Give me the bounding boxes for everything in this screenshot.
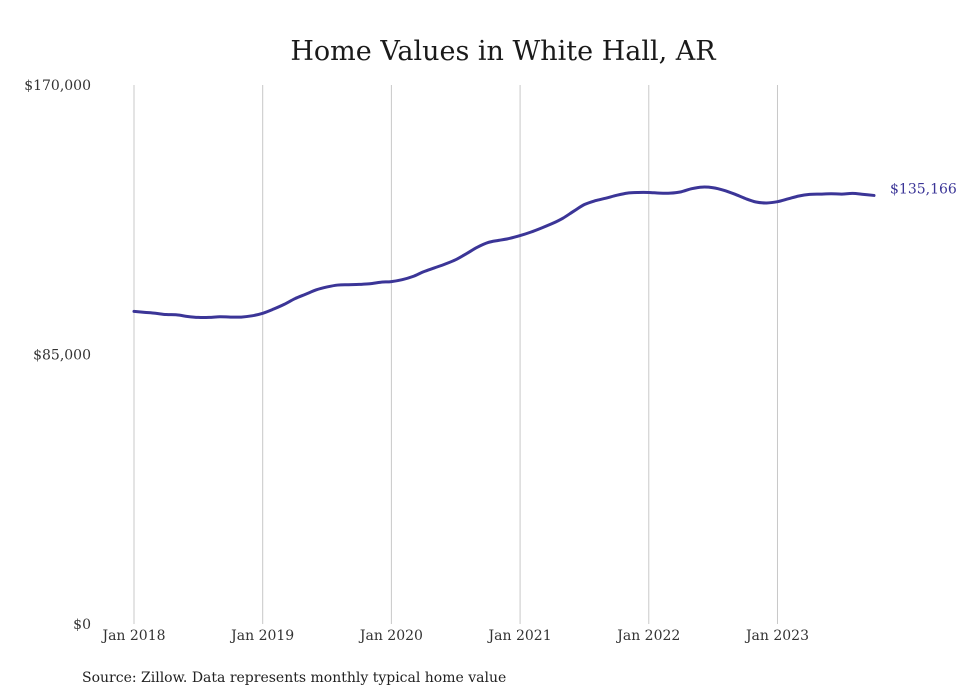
x-tick-label: Jan 2020 [358,628,423,644]
y-tick-label: $0 [73,617,91,633]
x-tick-label: Jan 2021 [487,628,552,644]
x-axis-ticks: Jan 2018 Jan 2019 Jan 2020 Jan 2021 Jan 2022… [100,628,809,644]
y-tick-label: $85,000 [33,348,91,364]
last-value-label: $135,166 [890,181,957,197]
chart-title: Home Values in White Hall, AR [290,36,716,67]
x-tick-label: Jan 2018 [100,628,165,644]
x-tick-label: Jan 2019 [229,628,294,644]
y-axis-ticks: $0 $85,000 $170,000 [24,78,91,633]
series-line-home-value [132,185,876,320]
y-tick-label: $170,000 [24,78,91,94]
gridlines [133,85,778,624]
x-tick-label: Jan 2022 [615,628,680,644]
x-tick-label: Jan 2023 [744,628,809,644]
source-note: Source: Zillow. Data represents monthly … [82,670,506,686]
